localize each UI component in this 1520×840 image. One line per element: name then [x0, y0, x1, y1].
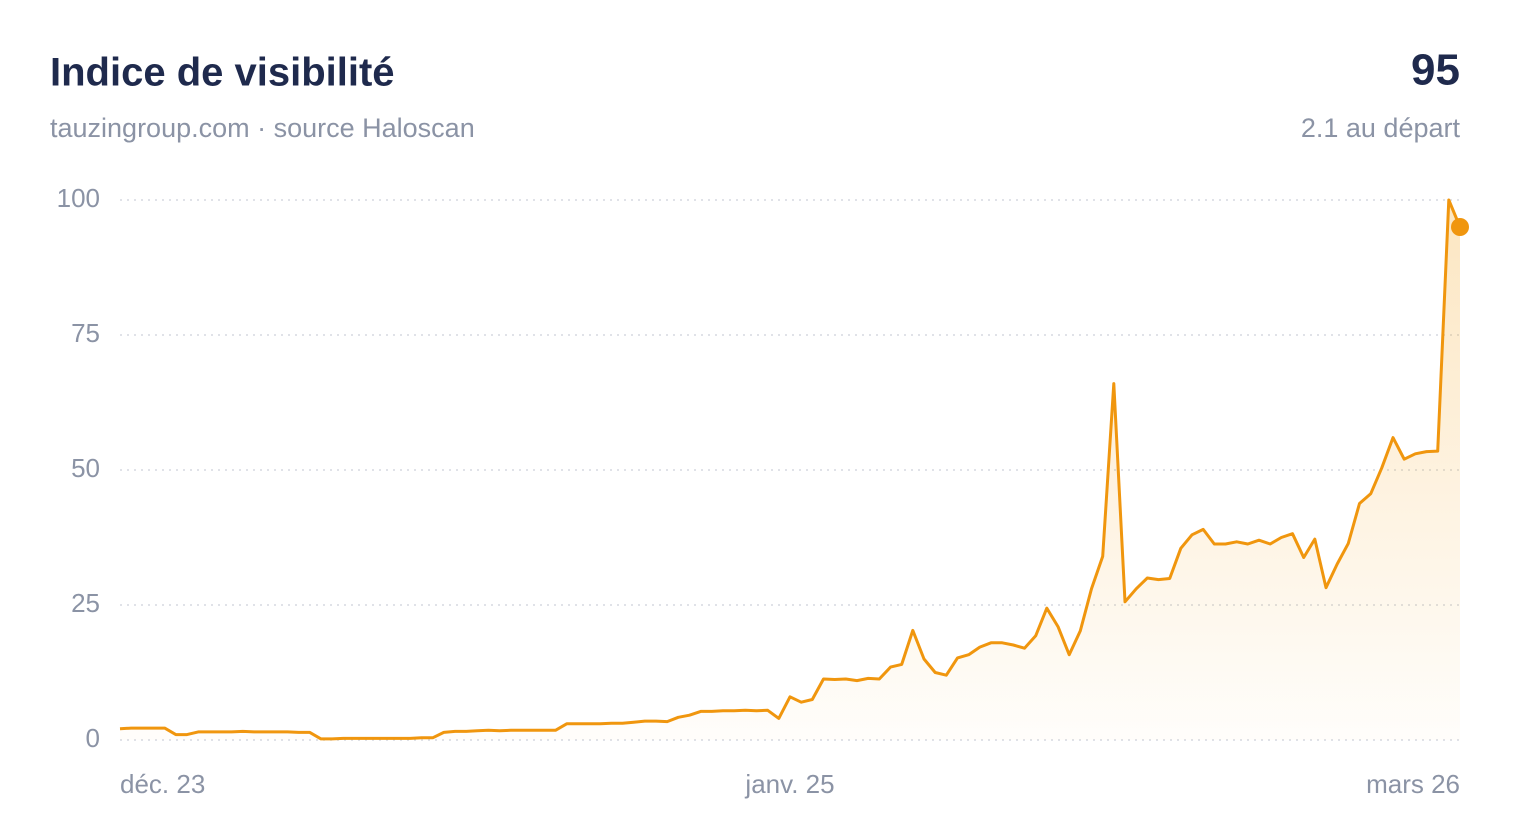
- current-value: 95: [1411, 46, 1460, 95]
- x-tick-label: déc. 23: [120, 769, 205, 799]
- y-tick-label: 100: [57, 183, 100, 213]
- line: [119, 198, 1462, 741]
- chart-subtitle: tauzingroup.com · source Haloscan: [50, 113, 475, 143]
- y-tick-label: 75: [71, 318, 100, 348]
- y-tick-label: 25: [71, 588, 100, 618]
- area: [120, 200, 1460, 740]
- x-tick-label: janv. 25: [744, 769, 834, 799]
- chart-title: Indice de visibilité: [50, 51, 395, 95]
- start-note: 2.1 au départ: [1301, 113, 1461, 143]
- last-point: [1451, 218, 1469, 236]
- x-tick-label: mars 26: [1366, 769, 1460, 799]
- y-tick-label: 50: [71, 453, 100, 483]
- y-tick-label: 0: [86, 723, 100, 753]
